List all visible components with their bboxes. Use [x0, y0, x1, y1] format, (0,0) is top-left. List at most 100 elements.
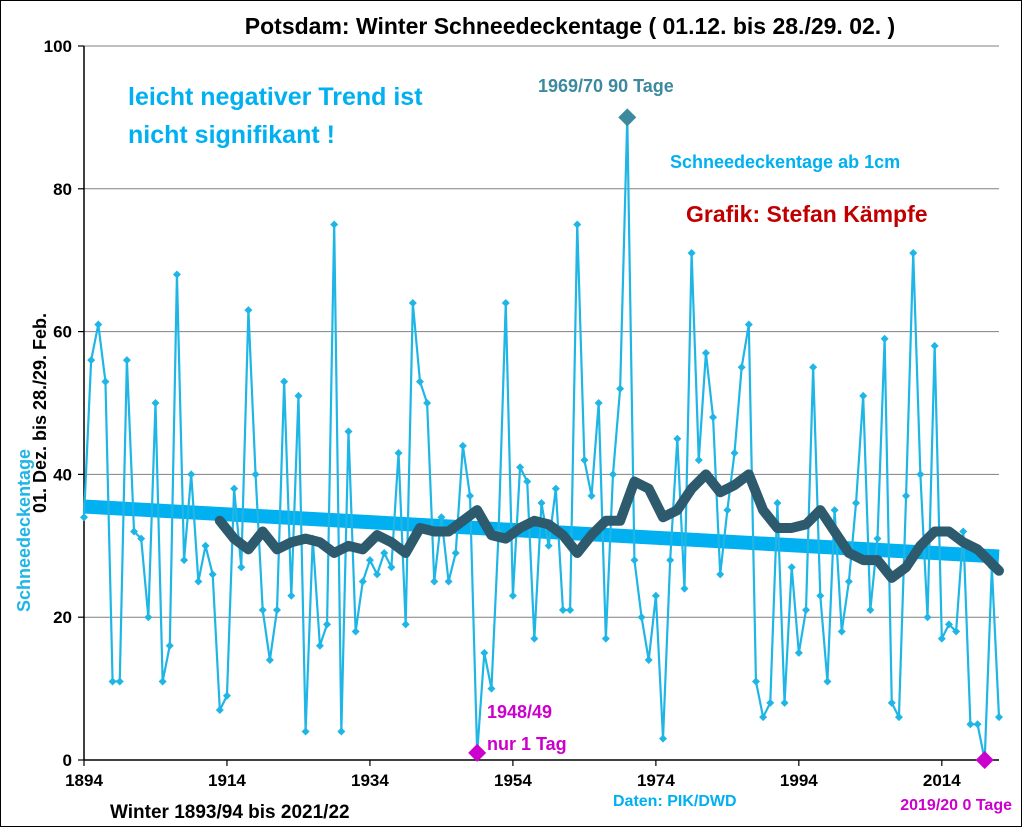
minimum-1949-label-year: 1948/49	[487, 702, 552, 722]
data-point-1960	[551, 484, 560, 493]
data-point-1962	[566, 606, 575, 615]
data-point-1902	[137, 534, 146, 543]
data-point-2022	[995, 713, 1003, 722]
data-point-2003	[859, 391, 868, 400]
data-point-1921	[273, 606, 282, 615]
data-point-1966	[594, 399, 603, 407]
x-tick-label-1894: 1894	[65, 771, 103, 790]
data-point-2019	[973, 720, 982, 729]
data-point-1955	[516, 463, 525, 472]
data-point-1939	[401, 620, 410, 629]
data-point-2001	[844, 577, 853, 586]
x-tick-label-1954: 1954	[494, 771, 532, 790]
x-tick-label-1914: 1914	[208, 771, 246, 790]
data-point-1897	[101, 377, 110, 386]
data-point-1928	[323, 620, 332, 629]
data-point-1971	[630, 556, 639, 565]
data-point-1994	[794, 648, 803, 657]
data-point-1923	[287, 591, 296, 600]
data-point-1987	[744, 320, 753, 329]
data-point-1979	[687, 249, 696, 258]
x-axis-title: Winter 1893/94 bis 2021/22	[110, 802, 350, 823]
data-point-1991	[773, 498, 782, 507]
data-point-1900	[122, 356, 131, 365]
data-point-1938	[394, 448, 403, 457]
y-axis-title: Schneedeckentage	[14, 449, 34, 612]
data-source: Daten: PIK/DWD	[613, 793, 737, 810]
legend-series-label: Schneedeckentage ab 1cm	[670, 152, 900, 172]
data-point-1978	[680, 584, 689, 593]
data-point-1975	[659, 734, 668, 743]
data-point-1999	[830, 506, 839, 515]
data-point-1925	[301, 727, 310, 736]
data-point-1947	[458, 441, 467, 450]
data-point-1932	[351, 627, 360, 636]
data-point-1963	[573, 220, 582, 229]
data-point-1958	[537, 498, 546, 507]
data-point-1957	[530, 634, 539, 643]
data-point-1977	[673, 434, 682, 443]
data-point-1936	[380, 548, 389, 557]
data-point-1964	[580, 456, 589, 465]
data-point-1907	[172, 270, 181, 279]
data-point-1986	[737, 363, 746, 372]
chart-title: Potsdam: Winter Schneedeckentage ( 01.12…	[245, 13, 895, 39]
data-point-2012	[923, 613, 932, 622]
data-point-1990	[766, 698, 775, 707]
data-point-1901	[130, 527, 139, 536]
credit-label: Grafik: Stefan Kämpfe	[686, 201, 928, 227]
data-point-1896	[94, 320, 103, 329]
y-axis-subtitle: 01. Dez. bis 28./29. Feb.	[30, 313, 50, 513]
data-point-1974	[651, 591, 660, 600]
data-point-1909	[187, 470, 196, 479]
data-point-1918	[251, 470, 260, 479]
data-point-1973	[644, 656, 653, 665]
y-tick-label-40: 40	[53, 465, 72, 484]
data-point-1965	[587, 491, 596, 500]
data-point-1910	[194, 577, 203, 586]
data-point-1905	[158, 677, 167, 686]
annotation-trend-line1: leicht negativer Trend ist	[128, 83, 423, 111]
data-point-1996	[809, 363, 818, 372]
highlight-markers	[468, 108, 994, 769]
data-point-2000	[837, 627, 846, 636]
data-point-1922	[280, 377, 289, 386]
data-point-2017	[959, 527, 968, 536]
data-point-2005	[873, 534, 882, 543]
data-point-1995	[801, 606, 810, 615]
data-point-1954	[508, 591, 517, 600]
smoothed-series-line	[214, 469, 1004, 583]
smoothed-series	[214, 469, 1004, 583]
data-point-1895	[87, 356, 96, 365]
data-point-1903	[144, 613, 153, 622]
data-point-1997	[816, 591, 825, 600]
x-tick-label-2014: 2014	[923, 771, 961, 790]
data-point-2006	[880, 334, 889, 343]
data-point-1993	[787, 563, 796, 572]
data-point-1917	[244, 306, 253, 315]
data-point-1904	[151, 399, 160, 407]
data-point-1914	[222, 691, 231, 700]
data-point-1931	[344, 427, 353, 436]
data-point-1934	[365, 556, 374, 565]
data-point-1981	[701, 349, 710, 358]
data-point-1911	[201, 541, 210, 550]
data-point-1968	[608, 470, 617, 479]
data-point-1988	[751, 677, 760, 686]
data-point-1937	[387, 563, 396, 572]
data-point-2004	[866, 606, 875, 615]
data-point-2009	[902, 491, 911, 500]
data-point-1951	[487, 684, 496, 693]
grid-lines	[84, 45, 999, 618]
data-point-1956	[523, 477, 532, 486]
data-point-1913	[215, 706, 224, 715]
data-point-1919	[258, 606, 267, 615]
data-point-2002	[852, 498, 861, 507]
data-point-1961	[558, 606, 567, 615]
data-point-1972	[637, 613, 646, 622]
data-point-2014	[937, 634, 946, 643]
data-point-1899	[115, 677, 124, 686]
data-point-1945	[444, 577, 453, 586]
data-point-1989	[759, 713, 768, 722]
